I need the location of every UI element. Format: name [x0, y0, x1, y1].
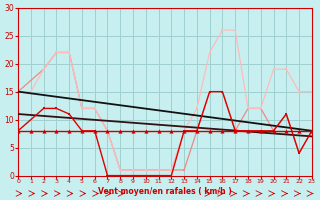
- X-axis label: Vent moyen/en rafales ( km/h ): Vent moyen/en rafales ( km/h ): [98, 187, 232, 196]
